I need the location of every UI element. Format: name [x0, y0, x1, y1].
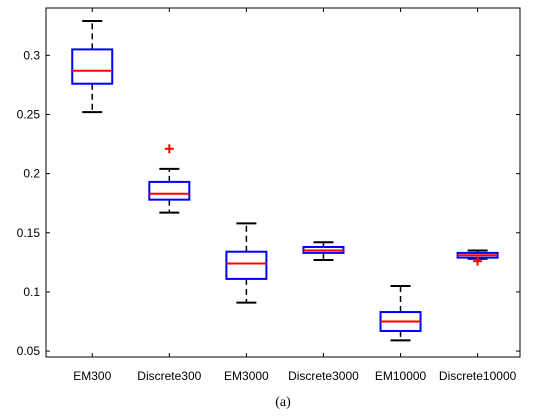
iqr-box	[225, 250, 268, 280]
plot-area	[45, 7, 521, 358]
x-axis: EM300 Discrete300 EM3000 Discrete3000 EM1000…	[73, 8, 517, 383]
figure-caption: (a)	[275, 395, 291, 410]
box-EM300	[71, 20, 114, 114]
box-Discrete3000	[302, 241, 345, 261]
box-Discrete10000	[456, 249, 499, 266]
y-axis: 0.05 0.1 0.15 0.2 0.25 0.3	[17, 48, 520, 358]
iqr-box	[148, 180, 191, 201]
x-tick-label: Discrete3000	[288, 369, 359, 383]
x-tick-label: EM3000	[224, 369, 269, 383]
box-EM3000	[225, 222, 268, 304]
y-tick-label: 0.05	[17, 344, 41, 358]
boxes	[71, 20, 499, 342]
box-Discrete300	[148, 144, 191, 214]
x-tick-label: EM300	[73, 369, 111, 383]
y-tick-label: 0.15	[17, 226, 41, 240]
outlier-marker	[164, 144, 174, 154]
y-tick-label: 0.3	[23, 48, 40, 62]
x-tick-label: Discrete300	[137, 369, 201, 383]
outlier-marker	[473, 256, 483, 266]
x-tick-label: EM10000	[375, 369, 427, 383]
y-tick-label: 0.25	[17, 107, 41, 121]
y-tick-label: 0.2	[23, 167, 40, 181]
x-tick-label: Discrete10000	[439, 369, 517, 383]
y-tick-label: 0.1	[23, 285, 40, 299]
iqr-box	[71, 48, 114, 85]
box-EM10000	[379, 285, 422, 342]
